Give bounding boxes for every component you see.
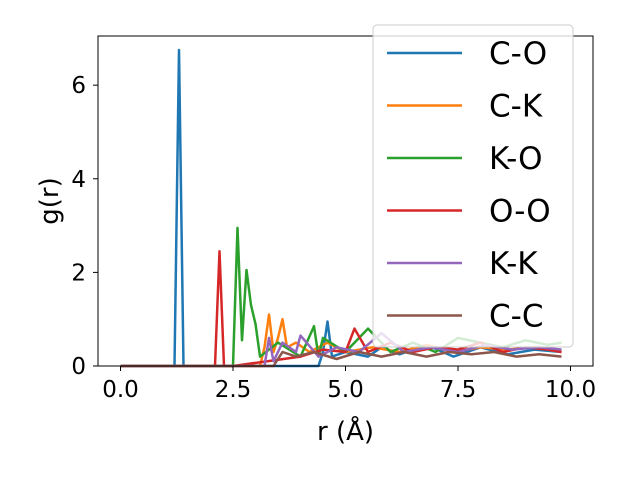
y-tick-label: 2 [71,260,86,286]
y-tick-label: 0 [71,354,86,380]
legend-label: O-O [489,194,551,230]
legend-label: K-K [489,246,538,282]
legend-label: K-O [489,141,543,177]
x-axis-label: r (Å) [317,415,374,447]
x-tick-label: 5.0 [327,377,364,403]
legend-label: C-O [489,36,547,72]
y-axis-ticks: 0 2 4 6 [71,73,98,380]
y-tick-label: 4 [71,167,86,193]
x-tick-label: 7.5 [440,377,477,403]
x-axis-ticks: 0.0 2.5 5.0 7.5 10.0 [102,366,596,403]
x-tick-label: 10.0 [545,377,596,403]
x-tick-label: 0.0 [102,377,139,403]
legend-label: C-K [489,89,543,125]
series-line-c-c [120,350,562,368]
y-tick-label: 6 [71,73,86,99]
legend: C-O C-K K-O O-O K-K C-C [372,24,574,348]
legend-label: C-C [489,299,543,335]
y-axis-label: g(r) [35,177,65,224]
x-tick-label: 2.5 [215,377,252,403]
